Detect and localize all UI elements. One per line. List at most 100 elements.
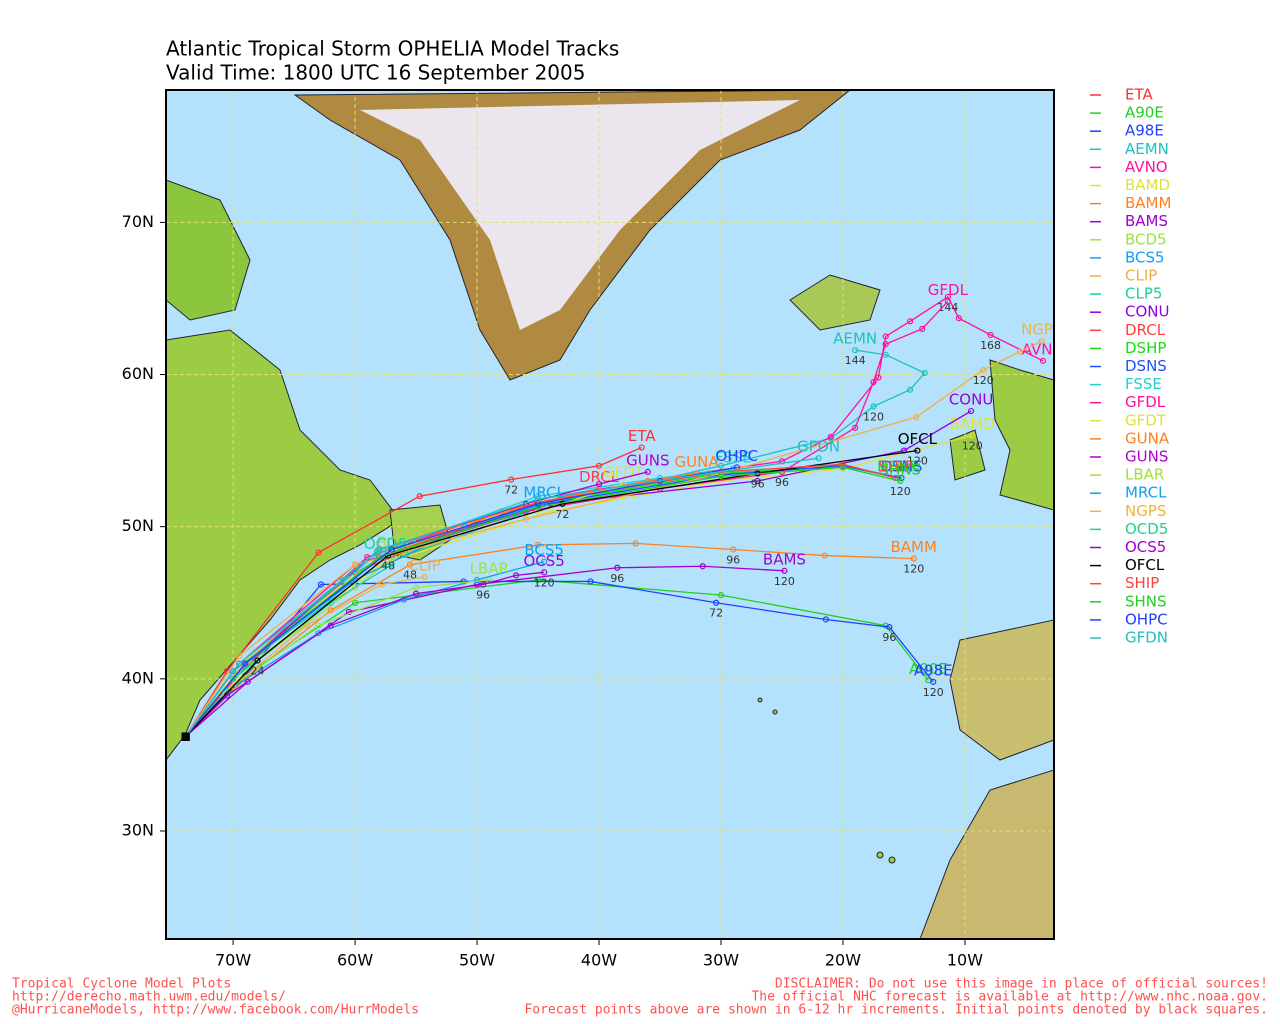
- forecast-point: [913, 414, 920, 421]
- legend-label: CLIP: [1125, 267, 1157, 285]
- legend-label: SHNS: [1125, 592, 1167, 610]
- forecast-point: [217, 690, 224, 698]
- x-tick-label: 50W: [459, 951, 495, 970]
- track-label: BCS5: [524, 541, 564, 559]
- legend-label: FSSE: [1125, 375, 1162, 393]
- forecast-hour-label: 120: [890, 485, 911, 498]
- forecast-point: [595, 462, 603, 469]
- footer-disclaimer: Forecast points above are shown in 6-12 …: [524, 1003, 1268, 1018]
- forecast-hour-label: 120: [774, 575, 795, 588]
- forecast-hour-label: 96: [751, 477, 765, 490]
- forecast-point: [416, 493, 423, 500]
- forecast-point: [632, 540, 639, 547]
- forecast-point: [303, 622, 310, 629]
- model-track: [184, 457, 819, 738]
- forecast-point: [980, 366, 987, 374]
- forecast-point: [717, 462, 725, 469]
- forecast-point: [821, 552, 828, 559]
- track-label: ETA: [628, 427, 656, 445]
- forecast-hour-label: 96: [882, 631, 896, 644]
- forecast-point: [914, 447, 921, 454]
- forecast-point: [315, 630, 322, 637]
- forecast-point: [327, 599, 334, 606]
- track-label: AVNO: [1022, 340, 1065, 358]
- map-subtitle: Valid Time: 1800 UTC 16 September 2005: [166, 61, 585, 85]
- track-label: OCS5: [523, 552, 564, 570]
- legend-label: CLP5: [1125, 285, 1162, 303]
- forecast-hour-label: 120: [534, 576, 555, 589]
- forecast-point: [351, 584, 359, 591]
- legend-label: OHPC: [1125, 610, 1168, 628]
- legend-label: DRCL: [1125, 321, 1166, 339]
- forecast-point: [754, 477, 761, 485]
- legend-label: A90E: [1125, 104, 1164, 122]
- forecast-point: [852, 347, 859, 354]
- forecast-point: [236, 652, 243, 660]
- forecast-point: [512, 572, 520, 579]
- track-label: LBAR: [470, 559, 509, 577]
- forecast-point: [705, 470, 712, 477]
- track-label: GFDL: [928, 281, 969, 299]
- forecast-hour-label: 24: [250, 665, 264, 678]
- x-tick-label: 70W: [215, 951, 251, 970]
- forecast-point: [815, 455, 822, 462]
- forecast-hour-label: 96: [476, 588, 490, 601]
- track-label: GFDT: [603, 464, 645, 482]
- legend-label: DSHP: [1125, 339, 1166, 357]
- forecast-point: [967, 407, 975, 415]
- forecast-point: [388, 546, 395, 553]
- legend-label: ETA: [1125, 86, 1153, 104]
- forecast-hour-label: 144: [845, 354, 866, 367]
- model-track: [185, 571, 545, 738]
- x-tick-label: 60W: [337, 951, 373, 970]
- forecast-point: [882, 351, 889, 358]
- forecast-hour-label: 72: [555, 508, 569, 521]
- forecast-point: [897, 477, 904, 485]
- legend-label: BAMD: [1125, 176, 1170, 194]
- track-label: SHIP: [878, 457, 912, 475]
- track-label: CLIP: [408, 556, 440, 574]
- footer-note: Tropical Cyclone Model Plots: [12, 977, 231, 992]
- legend-label: GFDT: [1125, 411, 1167, 429]
- forecast-point: [242, 660, 249, 667]
- track-label: DSNS: [881, 457, 923, 475]
- track-label: OHPC: [716, 447, 759, 465]
- legend-label: GUNA: [1125, 429, 1170, 447]
- forecast-point: [870, 403, 877, 410]
- legend-label: A98E: [1125, 122, 1164, 140]
- track-label: CONU: [949, 391, 993, 409]
- legend-label: AVNO: [1125, 158, 1168, 176]
- initial-point: [181, 732, 190, 741]
- footer-note: http://derecho.math.uwm.edu/models/: [12, 990, 286, 1005]
- forecast-point: [870, 379, 877, 386]
- x-tick-label: 10W: [947, 951, 983, 970]
- forecast-point: [595, 480, 603, 488]
- track-label: AEMN: [833, 330, 877, 348]
- legend-label: BCD5: [1125, 230, 1167, 248]
- forecast-hour-label: 168: [980, 339, 1001, 352]
- model-track: [185, 449, 918, 738]
- model-track: [185, 542, 914, 738]
- forecast-point: [412, 584, 420, 591]
- forecast-hour-label: 96: [726, 553, 740, 566]
- forecast-point: [906, 386, 914, 393]
- legend-label: OFCL: [1125, 556, 1165, 574]
- legend-label: GUNS: [1125, 448, 1168, 466]
- forecast-point: [944, 298, 951, 305]
- track-label: OFCL: [898, 430, 938, 448]
- legend-label: DSNS: [1125, 357, 1167, 375]
- forecast-hour-label: 96: [775, 476, 789, 489]
- forecast-hour-label: 120: [903, 563, 924, 576]
- forecast-point: [614, 564, 621, 571]
- forecast-point: [882, 340, 889, 348]
- track-label: DSHP: [877, 457, 918, 475]
- forecast-point: [508, 476, 515, 483]
- model-track: [185, 561, 545, 738]
- forecast-point: [229, 683, 237, 690]
- x-tick-label: 30W: [703, 951, 739, 970]
- forecast-point: [327, 622, 334, 629]
- forecast-point: [421, 573, 428, 580]
- x-tick-label: 40W: [581, 951, 617, 970]
- y-tick-label: 40N: [122, 668, 154, 687]
- forecast-point: [955, 315, 962, 322]
